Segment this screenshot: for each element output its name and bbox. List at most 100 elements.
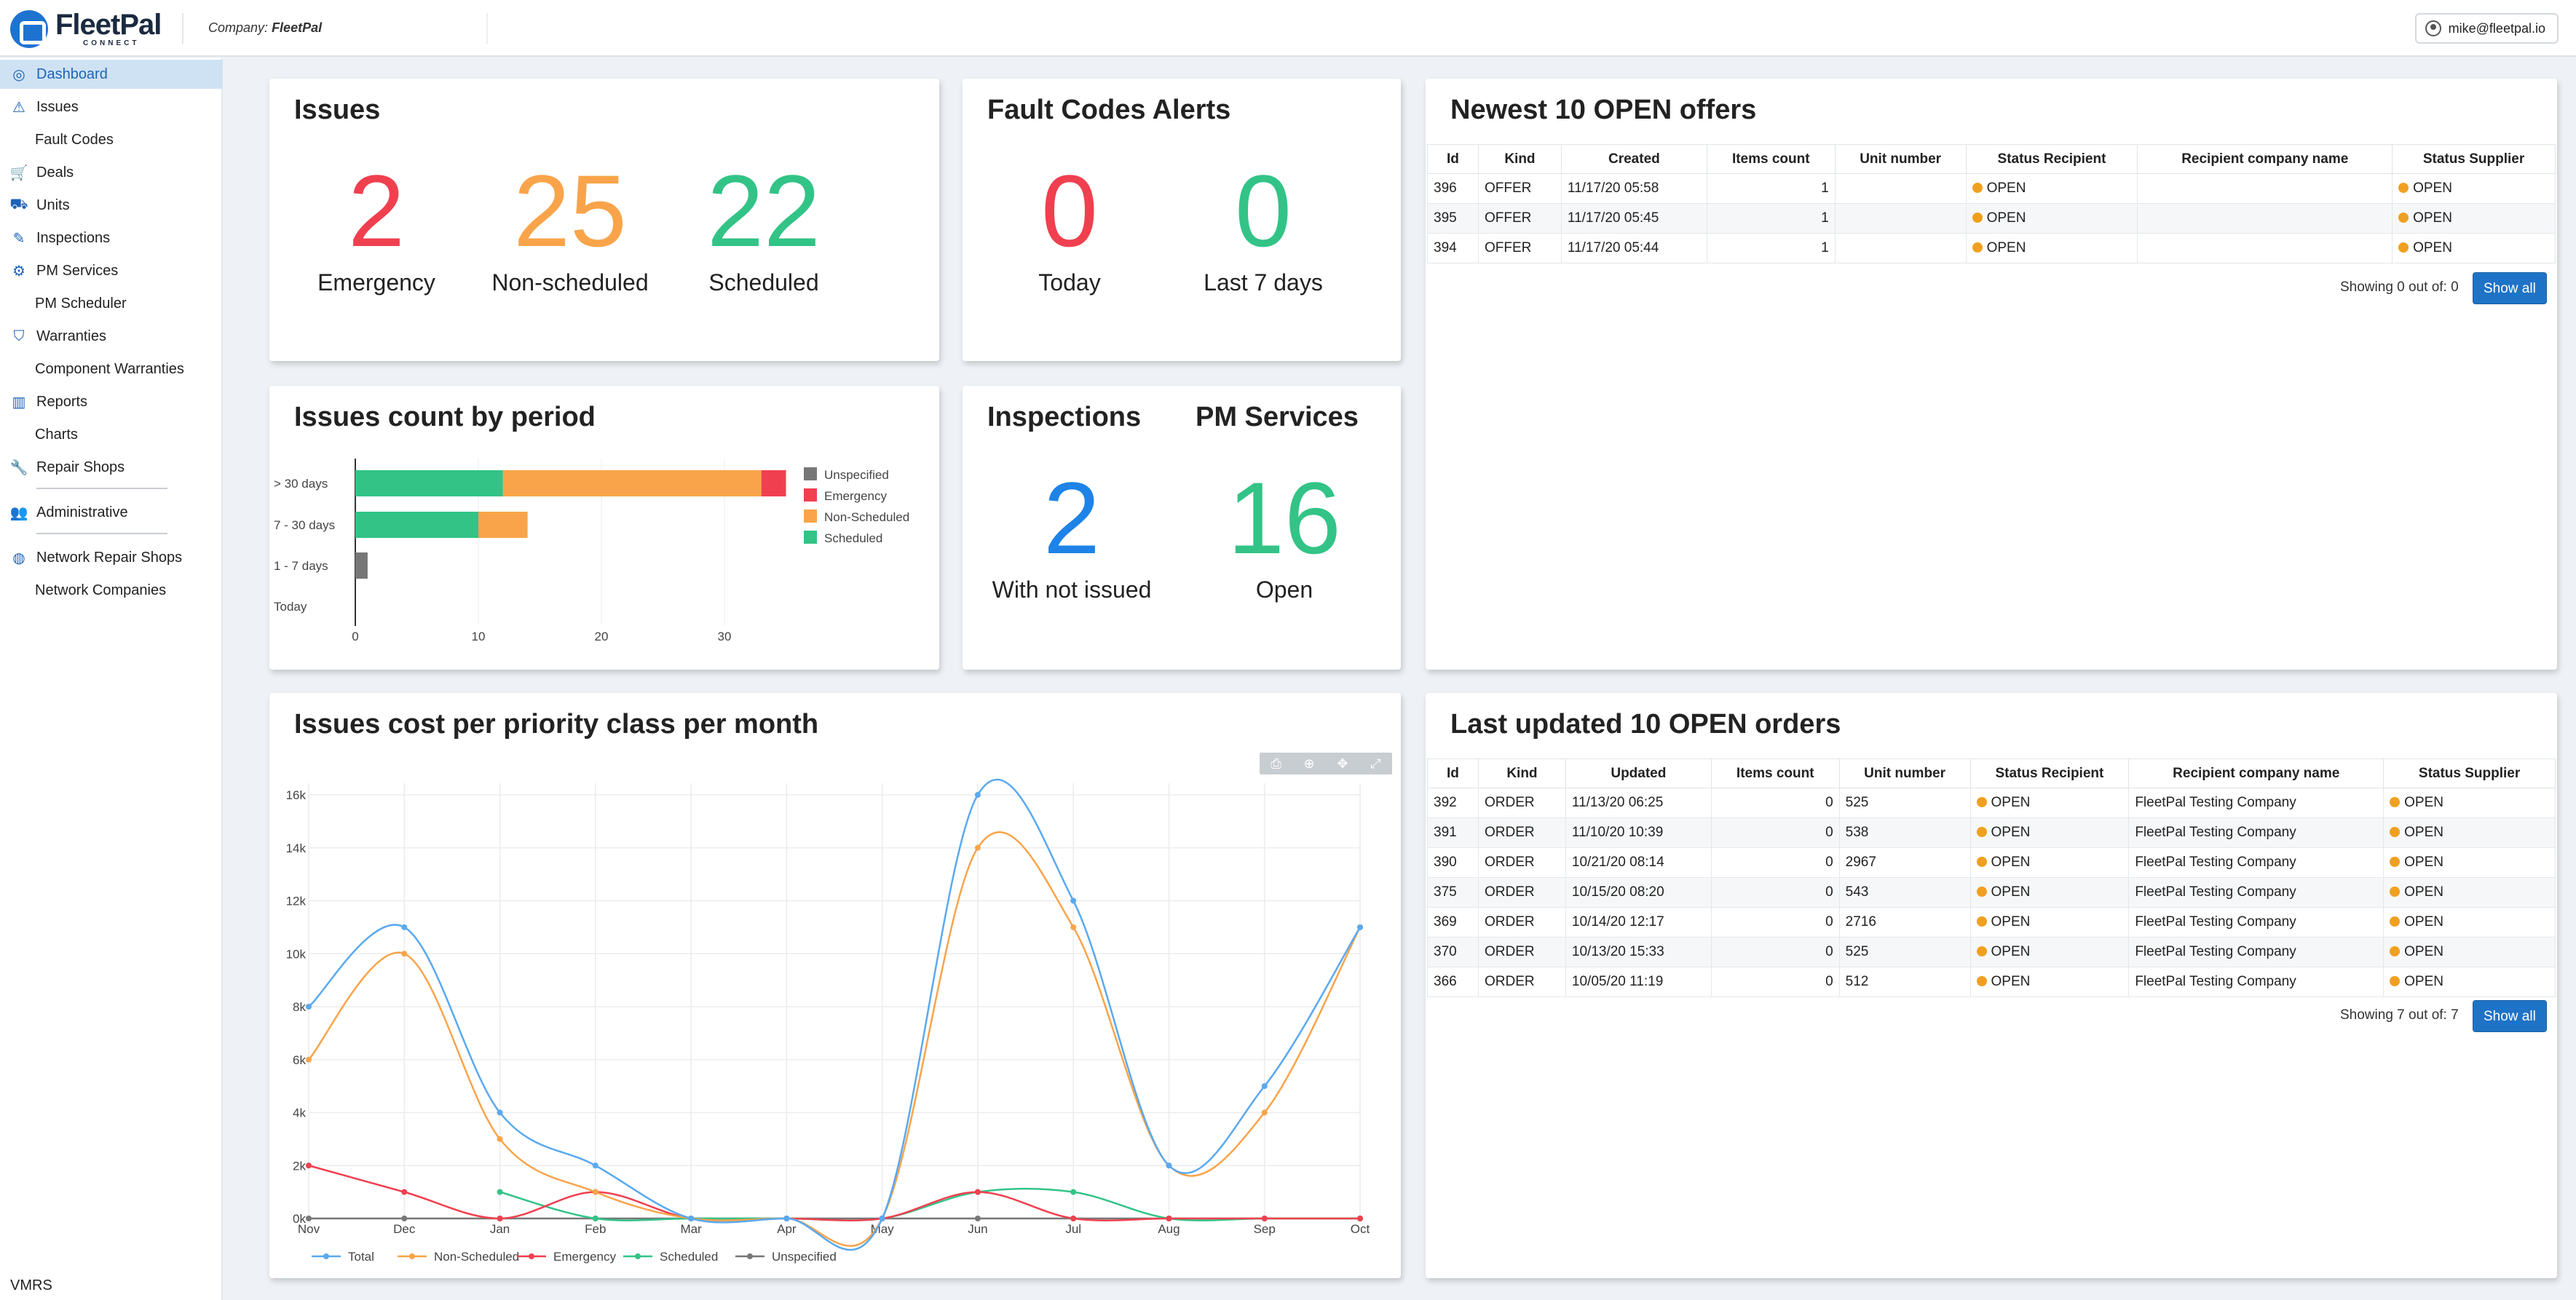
sidebar-item-reports[interactable]: ▥ Reports	[0, 387, 223, 416]
sidebar-item-dashboard[interactable]: ◎ Dashboard	[0, 60, 223, 89]
column-header[interactable]: Status Recipient	[1965, 144, 2138, 174]
data-point	[974, 792, 981, 798]
table-cell: OPEN	[2383, 937, 2556, 967]
autoscale-icon[interactable]: ⤢	[1370, 756, 1381, 771]
column-header[interactable]: Updated	[1565, 758, 1712, 788]
sidebar-item-label: Reports	[36, 393, 88, 410]
table-row[interactable]: 370 ORDER 10/13/20 15:33 0 525 OPEN FleetPal T…	[1427, 937, 2556, 967]
issues-card: Issues 2 Emergency 25 Non-scheduled 22 Schedu…	[269, 79, 939, 361]
column-header[interactable]: Status Recipient	[1969, 758, 2130, 788]
data-point	[401, 1189, 408, 1195]
legend-label: Non-Scheduled	[434, 1250, 519, 1264]
sidebar-item-component-warranties[interactable]: Component Warranties	[0, 354, 223, 384]
fleetpal-logo[interactable]: FleetPal CONNECT	[10, 9, 163, 49]
inspections-count[interactable]: 2	[1043, 461, 1100, 575]
sidebar-item-repair-shops[interactable]: 🔧 Repair Shops	[0, 453, 223, 482]
sidebar-divider	[36, 488, 167, 489]
legend-marker	[409, 1253, 415, 1259]
table-cell: 369	[1427, 907, 1479, 938]
status-dot-icon	[2398, 242, 2409, 253]
user-menu-button[interactable]: mike@fleetpal.io	[2414, 13, 2559, 44]
x-tick-label: Sep	[1254, 1222, 1276, 1236]
data-point	[1261, 1109, 1268, 1116]
cell-value: 1	[1821, 181, 1829, 196]
sidebar-item-label: PM Scheduler	[35, 295, 127, 312]
column-header[interactable]: Unit number	[1838, 758, 1971, 788]
sidebar-item-issues[interactable]: ⚠ Issues	[0, 92, 223, 122]
table-row[interactable]: 366 ORDER 10/05/20 11:19 0 512 OPEN FleetPal T…	[1427, 967, 2556, 997]
sidebar-item-units[interactable]: ⛟ Units	[0, 191, 223, 220]
table-cell: OFFER	[1477, 173, 1562, 204]
bar-segment	[502, 470, 762, 496]
table-row[interactable]: 394 OFFER 11/17/20 05:44 1 OPEN OPEN	[1427, 233, 2556, 263]
legend-label: Emergency	[824, 489, 887, 503]
cell-value: ORDER	[1484, 914, 1535, 930]
bar-segment	[761, 470, 786, 496]
cell-value: FleetPal Testing Company	[2135, 795, 2296, 810]
vmrs-link[interactable]: VMRS	[10, 1277, 52, 1293]
table-row[interactable]: 392 ORDER 11/13/20 06:25 0 525 OPEN FleetPal T…	[1427, 788, 2556, 818]
sidebar-item-warranties[interactable]: ⛉ Warranties	[0, 322, 223, 351]
orders-show-all-button[interactable]: Show all	[2473, 1000, 2547, 1032]
column-header[interactable]: Items count	[1710, 758, 1840, 788]
stat-value[interactable]: 0	[1235, 154, 1292, 268]
pan-icon[interactable]: ✥	[1337, 756, 1348, 771]
sidebar-item-deals[interactable]: 🛒 Deals	[0, 158, 223, 187]
stat-value[interactable]: 25	[513, 154, 627, 268]
sidebar-item-pm-scheduler[interactable]: PM Scheduler	[0, 289, 223, 318]
table-cell: 525	[1838, 937, 1971, 967]
offers-card: Newest 10 OPEN offers Id Kind Created Items…	[1426, 79, 2557, 670]
table-row[interactable]: 390 ORDER 10/21/20 08:14 0 2967 OPEN FleetPal …	[1427, 847, 2556, 878]
table-row[interactable]: 369 ORDER 10/14/20 12:17 0 2716 OPEN FleetPal …	[1427, 907, 2556, 938]
column-header[interactable]: Kind	[1477, 758, 1566, 788]
table-row[interactable]: 396 OFFER 11/17/20 05:58 1 OPEN OPEN	[1427, 173, 2556, 204]
table-row[interactable]: 395 OFFER 11/17/20 05:45 1 OPEN OPEN	[1427, 203, 2556, 234]
column-header[interactable]: Unit number	[1834, 144, 1967, 174]
sidebar-item-label: Fault Codes	[35, 131, 114, 148]
stat-value[interactable]: 2	[348, 154, 405, 268]
column-header[interactable]: Status Supplier	[2383, 758, 2556, 788]
sidebar-item-administrative[interactable]: 👥 Administrative	[0, 498, 223, 527]
table-row[interactable]: 391 ORDER 11/10/20 10:39 0 538 OPEN FleetPal T…	[1427, 817, 2556, 848]
table-cell: 0	[1710, 907, 1840, 938]
globe-icon: ◍	[12, 550, 25, 566]
column-header[interactable]: Created	[1560, 144, 1707, 174]
column-header[interactable]: Id	[1427, 144, 1479, 174]
offers-show-all-button[interactable]: Show all	[2473, 272, 2547, 304]
sidebar-item-network-repair-shops[interactable]: ◍ Network Repair Shops	[0, 543, 223, 572]
column-header[interactable]: Recipient company name	[2128, 758, 2385, 788]
stat-value[interactable]: 22	[707, 154, 821, 268]
camera-icon[interactable]: ⎙	[1271, 756, 1281, 771]
sidebar-item-inspections[interactable]: ✎ Inspections	[0, 223, 223, 253]
zoom-icon[interactable]: ⊕	[1303, 756, 1315, 771]
status-dot-icon	[2390, 976, 2401, 986]
column-header[interactable]: Status Supplier	[2392, 144, 2556, 174]
data-point	[306, 1162, 312, 1169]
column-header[interactable]: Id	[1427, 758, 1479, 788]
sidebar-item-pm-services[interactable]: ⚙ PM Services	[0, 256, 223, 285]
table-cell: 10/14/20 12:17	[1565, 907, 1712, 938]
table-cell: OPEN	[2383, 877, 2556, 908]
pm-services-count[interactable]: 16	[1228, 461, 1341, 575]
cell-value: 11/13/20 06:25	[1571, 795, 1664, 810]
x-tick-label: Oct	[1351, 1222, 1370, 1236]
sidebar-item-fault-codes[interactable]: Fault Codes	[0, 125, 223, 154]
status-dot-icon	[1976, 887, 1987, 897]
sidebar-item-label: Issues	[36, 98, 79, 115]
cart-icon: 🛒	[9, 165, 28, 181]
cell-value: 0	[1825, 825, 1833, 840]
sidebar-item-network-companies[interactable]: Network Companies	[0, 576, 223, 605]
table-row[interactable]: 375 ORDER 10/15/20 08:20 0 543 OPEN FleetPal T…	[1427, 877, 2556, 908]
stat-value[interactable]: 0	[1041, 154, 1098, 268]
x-tick-label: Dec	[393, 1222, 416, 1236]
orders-showing-count: Showing 7 out of: 7	[2340, 1007, 2459, 1023]
column-header[interactable]: Items count	[1706, 144, 1836, 174]
cell-value: OPEN	[2404, 855, 2444, 870]
table-cell: OPEN	[1969, 847, 2130, 878]
sidebar-item-charts[interactable]: Charts	[0, 420, 223, 449]
column-header[interactable]: Recipient company name	[2137, 144, 2393, 174]
column-header[interactable]: Kind	[1477, 144, 1562, 174]
table-cell: ORDER	[1477, 967, 1566, 997]
table-cell: 525	[1838, 788, 1971, 818]
cell-value: 11/17/20 05:45	[1567, 210, 1659, 226]
